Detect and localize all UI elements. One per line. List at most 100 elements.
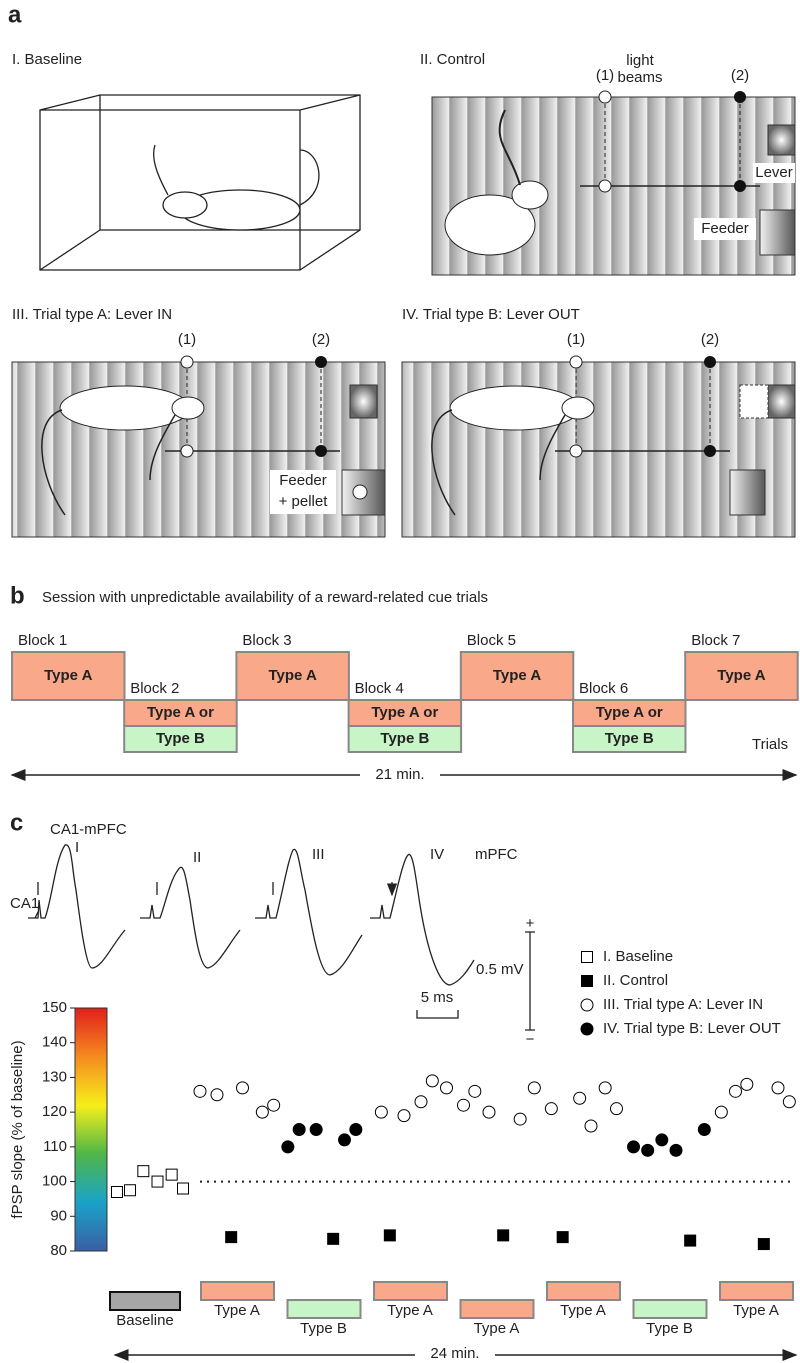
phase-label: Type A [387, 1302, 433, 1319]
phase-label: Type A [560, 1302, 606, 1319]
point [771, 1081, 785, 1095]
point [497, 1229, 510, 1242]
phase-label: Type B [300, 1320, 347, 1337]
point [374, 1105, 388, 1119]
block [123, 725, 238, 753]
point [338, 1133, 351, 1147]
point [236, 1081, 249, 1095]
subpanel-title: IV. Trial type B: Lever OUT [402, 306, 580, 323]
legend-label: II. Control [603, 972, 668, 989]
point [655, 1133, 669, 1147]
point [414, 1095, 428, 1109]
scale-sign: − [526, 1031, 535, 1048]
traces [28, 844, 535, 1031]
y-tick-label: 110 [43, 1138, 67, 1155]
point [165, 1168, 178, 1181]
trace-label: I [75, 839, 79, 856]
block-name: Block 7 [691, 632, 740, 649]
point [225, 1231, 238, 1244]
block-name: Block 5 [467, 632, 516, 649]
legend-marker [581, 951, 593, 963]
point [110, 1185, 123, 1198]
y-tick-label: 130 [42, 1068, 67, 1085]
point [684, 1234, 697, 1247]
block-type: Type B [156, 730, 205, 747]
legend-label: I. Baseline [603, 948, 673, 965]
block-name: Block 4 [355, 680, 404, 697]
point [397, 1109, 411, 1123]
point [610, 1102, 623, 1116]
panel-label: c [10, 809, 23, 836]
point [255, 1105, 269, 1119]
block [347, 725, 463, 753]
feeder-label: Feeder [701, 220, 749, 237]
y-tick-label: 120 [42, 1103, 67, 1120]
legend-marker [580, 1022, 594, 1036]
baseline-box [39, 94, 361, 271]
phase-label: Type B [646, 1320, 693, 1337]
block [347, 699, 463, 727]
scale-sign: + [526, 915, 535, 932]
colorbar [74, 1007, 108, 1252]
duration-label: 21 min. [375, 766, 424, 783]
phase-bar [200, 1281, 275, 1301]
block [572, 699, 687, 727]
phase-bar [546, 1281, 621, 1301]
point [440, 1081, 453, 1095]
feeder-label: + pellet [279, 493, 329, 510]
point [513, 1112, 527, 1126]
point [544, 1102, 558, 1116]
block-type: Type A [717, 667, 766, 684]
point [729, 1084, 742, 1098]
label-bg [694, 218, 756, 240]
trace-label: III [312, 846, 325, 863]
point [137, 1165, 150, 1178]
y-tick-label: 140 [42, 1034, 67, 1051]
point [425, 1074, 439, 1088]
block-type: Type A [44, 667, 93, 684]
y-tick-label: 80 [50, 1242, 67, 1259]
point [482, 1105, 496, 1119]
beam-number: (2) [701, 331, 719, 348]
point [210, 1088, 224, 1102]
point [641, 1143, 655, 1157]
point [267, 1098, 281, 1112]
block-type: Type A or [147, 704, 214, 721]
trace-label: II [193, 849, 201, 866]
point [124, 1184, 137, 1197]
point [309, 1123, 323, 1136]
point [193, 1084, 207, 1098]
subpanel-title: II. Control [420, 51, 485, 68]
beam-label: light [626, 52, 654, 69]
label-bg [753, 163, 795, 183]
type-b-arena [401, 355, 796, 538]
block-type: Type A [493, 667, 542, 684]
trace-label: IV [430, 846, 444, 863]
pathway-label: CA1-mPFC [50, 821, 127, 838]
subpanel-title: III. Trial type A: Lever IN [12, 306, 172, 323]
point [627, 1140, 640, 1154]
chart: 80 90 100 110 120 130 140 150 fPSP slope (% of b… [9, 948, 796, 1259]
y-tick-label: 100 [42, 1173, 67, 1190]
time-scale: 5 ms [421, 989, 454, 1006]
point [556, 1231, 569, 1244]
block [684, 651, 799, 701]
point [782, 1095, 796, 1109]
block-name: Block 1 [18, 632, 67, 649]
legend-label: IV. Trial type B: Lever OUT [603, 1020, 781, 1037]
label-bg [360, 764, 440, 786]
phase-label: Type A [214, 1302, 260, 1319]
point [292, 1123, 306, 1136]
label-bg [270, 470, 336, 514]
point [177, 1182, 189, 1195]
phase-bar [109, 1291, 181, 1311]
point [757, 1238, 770, 1251]
point [151, 1175, 164, 1188]
label-bg [415, 1345, 495, 1363]
beam-number: (2) [312, 331, 330, 348]
beam-number: (1) [596, 67, 614, 84]
point [457, 1098, 470, 1112]
y-tick-label: 150 [42, 999, 67, 1016]
block-type: Type A or [596, 704, 663, 721]
